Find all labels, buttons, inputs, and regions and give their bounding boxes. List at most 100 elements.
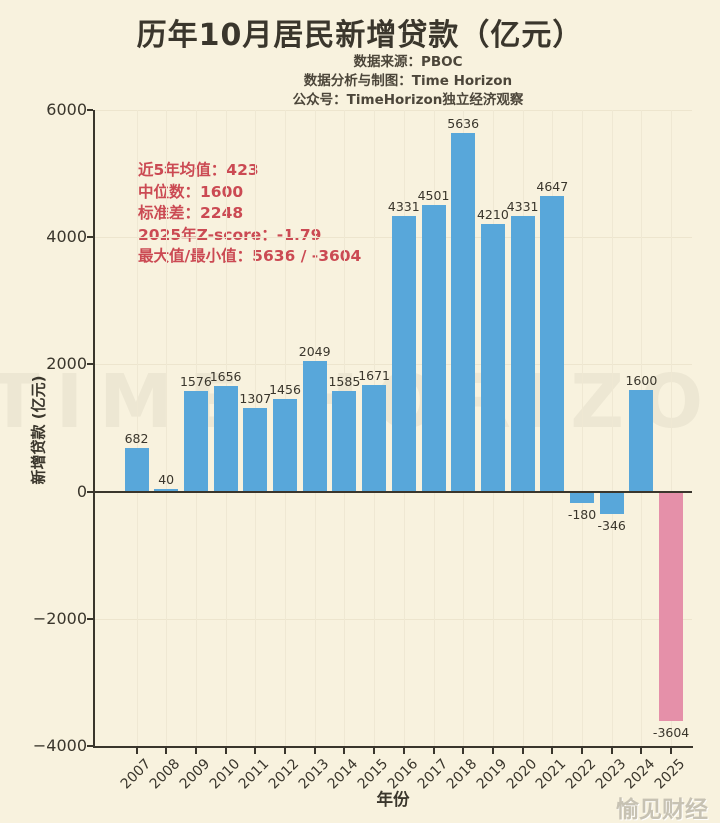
- chart-title: 历年10月居民新增贷款（亿元）: [136, 18, 584, 53]
- y-tick-label: 2000: [46, 354, 87, 374]
- x-tick: [551, 748, 554, 754]
- bar-value-label: 4501: [417, 188, 450, 204]
- x-tick: [224, 748, 227, 754]
- stat-minmax: 最大值/最小值：5636 / -3604: [138, 247, 362, 265]
- bar-value-label: -346: [597, 517, 626, 533]
- chart-subtitle: 数据来源：PBOC 数据分析与制图：Time Horizon 公众号：TimeH…: [293, 53, 524, 110]
- x-tick: [491, 748, 494, 754]
- bar: [570, 491, 594, 504]
- subtitle-author: 数据分析与制图：Time Horizon: [303, 73, 513, 89]
- x-tick-label: 2020: [503, 756, 540, 793]
- bar-value-label: 5636: [447, 116, 480, 132]
- bar: [599, 491, 624, 514]
- stat-median: 中位数：1600: [138, 182, 244, 201]
- bar: [540, 196, 565, 492]
- bar-value-label: 1307: [239, 391, 272, 407]
- x-gridline: [166, 110, 168, 746]
- x-tick: [402, 748, 405, 754]
- x-tick: [432, 748, 435, 754]
- stats-annotation: 近5年均值：423 中位数：1600 标准差：2248 2025年Z-score…: [138, 160, 361, 268]
- y-tick: [87, 236, 93, 239]
- x-tick: [670, 748, 673, 754]
- y-tick-label: −2000: [32, 608, 87, 628]
- x-axis-spine: [93, 746, 693, 748]
- x-tick-label: 2012: [265, 756, 303, 793]
- y-tick: [87, 745, 93, 747]
- x-tick: [343, 748, 346, 754]
- y-gridline: [95, 110, 692, 111]
- x-tick: [313, 748, 316, 754]
- bar-value-label: 4647: [536, 179, 569, 195]
- y-axis-spine: [93, 110, 95, 748]
- x-tick-label: 2023: [592, 756, 630, 793]
- stat-zscore: 2025年Z-score：-1.79: [138, 225, 322, 244]
- y-tick-label: 4000: [46, 227, 87, 247]
- x-tick-label: 2010: [206, 756, 243, 793]
- bar: [451, 133, 476, 492]
- x-tick-label: 2018: [443, 756, 481, 793]
- bar: [332, 390, 357, 492]
- bar: [243, 408, 268, 492]
- bar-value-label: 682: [124, 431, 149, 447]
- x-tick-label: 2013: [295, 756, 333, 793]
- y-axis-label: 新增贷款 (亿元): [29, 375, 48, 485]
- x-gridline: [582, 110, 583, 746]
- x-tick: [254, 748, 257, 754]
- x-axis-label: 年份: [376, 790, 410, 809]
- y-tick: [87, 363, 93, 366]
- x-gridline: [671, 110, 673, 746]
- x-tick: [610, 748, 613, 754]
- x-tick-label: 2024: [622, 756, 659, 793]
- bar: [629, 389, 654, 492]
- bar: [273, 398, 297, 492]
- x-tick-label: 2009: [176, 756, 214, 793]
- bar: [154, 489, 179, 492]
- zero-line: [95, 490, 692, 493]
- stat-mean: 近5年均值：423: [138, 161, 259, 179]
- bar-value-label: -3604: [652, 724, 690, 740]
- x-tick-label: 2017: [414, 756, 451, 793]
- x-tick-label: 2021: [533, 756, 570, 793]
- x-tick: [581, 748, 583, 754]
- x-tick: [521, 748, 524, 754]
- x-tick: [373, 748, 376, 754]
- bar-value-label: 4331: [387, 199, 420, 215]
- y-tick: [87, 109, 93, 111]
- bar: [183, 391, 208, 492]
- bar-value-label: 40: [158, 472, 175, 488]
- x-tick: [135, 748, 138, 754]
- x-tick-label: 2022: [562, 756, 600, 793]
- stat-stddev: 标准差：2248: [138, 204, 244, 222]
- bar-value-label: 1576: [179, 374, 212, 390]
- bar: [362, 385, 387, 492]
- x-tick: [640, 748, 643, 754]
- x-tick: [165, 748, 168, 754]
- plot-watermark: TIME HORIZON: [0, 359, 720, 445]
- bar: [391, 216, 416, 492]
- bar: [302, 361, 327, 492]
- bar: [213, 386, 238, 492]
- bar-value-label: 4331: [506, 199, 539, 215]
- x-gridline: [136, 110, 138, 746]
- bar-value-label: 1656: [209, 369, 242, 385]
- y-tick-label: 6000: [46, 100, 87, 119]
- bar: [124, 448, 149, 492]
- bar-value-label: 1671: [358, 368, 390, 384]
- x-tick-label: 2025: [651, 756, 689, 793]
- bar-value-label: 1456: [269, 381, 301, 397]
- x-tick-label: 2007: [117, 756, 154, 793]
- y-tick-label: −4000: [32, 736, 87, 755]
- x-tick-label: 2008: [146, 756, 184, 793]
- bar: [510, 216, 535, 492]
- bar-value-label: 1600: [625, 372, 658, 388]
- bar-value-label: -180: [567, 507, 597, 523]
- y-tick-label: 0: [76, 481, 87, 501]
- subtitle-source: 数据来源：PBOC: [353, 54, 463, 70]
- bar: [659, 491, 684, 721]
- x-tick: [462, 748, 465, 754]
- x-tick-label: 2019: [473, 756, 511, 793]
- y-tick: [87, 490, 93, 493]
- bar: [421, 205, 446, 492]
